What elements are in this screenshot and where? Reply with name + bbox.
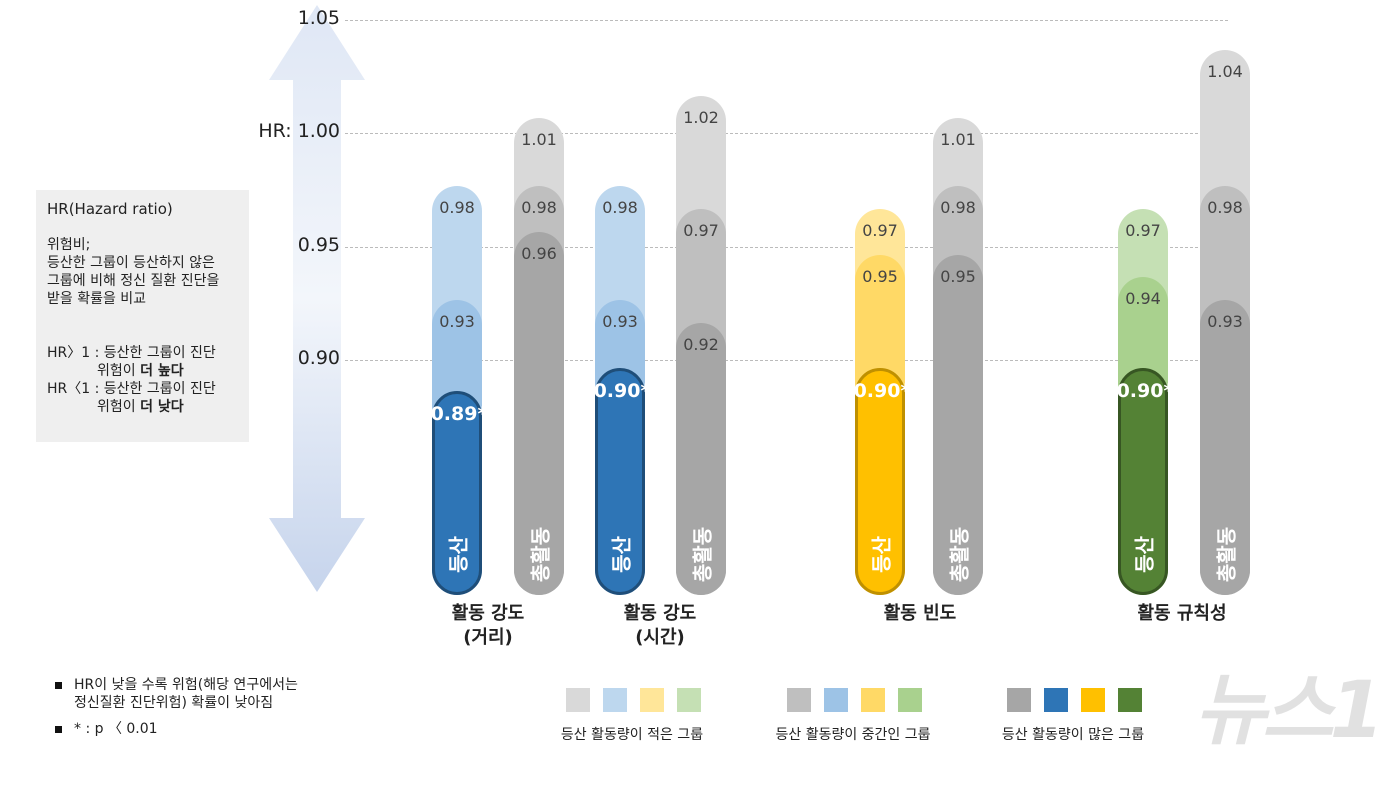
- footnote-hr: HR이 낮을 수록 위험(해당 연구에서는 정신질환 진단위험) 확률이 낮아짐: [55, 676, 298, 712]
- data-label: 0.90*: [853, 380, 911, 402]
- legend-swatch-blue: [824, 688, 848, 712]
- note-text: * : p 〈 0.01: [74, 721, 158, 737]
- data-label: 0.93: [439, 311, 475, 331]
- data-label: 0.92: [683, 334, 719, 354]
- bar-1-hiking-level-2: [595, 368, 645, 595]
- data-label: 0.98: [1207, 198, 1243, 218]
- data-label: 0.90*: [593, 380, 651, 402]
- legend-swatch-yellow: [640, 688, 664, 712]
- hr-info-box: HR(Hazard ratio) 위험비; 등산한 그룹이 등산하지 않은 그룹…: [36, 190, 249, 442]
- legend-swatch-green: [677, 688, 701, 712]
- gridline: [345, 133, 1228, 134]
- news1-watermark-logo: 뉴스1: [1194, 666, 1384, 756]
- legend-swatch-gray: [787, 688, 811, 712]
- group-label: 활동 강도 (거리): [408, 602, 568, 650]
- data-label: 0.97: [1125, 221, 1161, 241]
- legend-swatch-gray: [566, 688, 590, 712]
- info-text-bold: 더 낮다: [140, 399, 184, 415]
- group-label: 활동 빈도: [840, 602, 1000, 626]
- footnote-significance: * : p 〈 0.01: [55, 720, 158, 738]
- data-label: 0.98: [439, 198, 475, 218]
- group-label: 활동 강도 (시간): [580, 602, 740, 650]
- data-label: 0.98: [940, 198, 976, 218]
- hr-direction-arrow: [269, 5, 365, 592]
- info-def: 등산한 그룹이 등산하지 않은: [47, 255, 215, 271]
- legend-swatch-blue: [1044, 688, 1068, 712]
- info-title: HR(Hazard ratio): [47, 200, 173, 218]
- data-label: 0.90*: [1116, 380, 1174, 402]
- group-label: 활동 규칙성: [1102, 602, 1262, 626]
- data-label: 1.01: [940, 130, 976, 150]
- data-label: 0.97: [862, 221, 898, 241]
- bar-category-label: 총활동: [947, 526, 972, 583]
- gridline: [345, 360, 1228, 361]
- bar-0-hiking-level-2: [432, 390, 482, 595]
- group-label-line1: 활동 강도: [451, 603, 525, 624]
- y-tick-label: HR: 1.00: [258, 120, 340, 142]
- legend-swatch-yellow: [1081, 688, 1105, 712]
- legend-swatch-gray: [1007, 688, 1031, 712]
- info-def: 받을 확률을 비교: [47, 291, 147, 307]
- bar-3-hiking-level-2: [1118, 368, 1168, 595]
- legend-label: 등산 활동량이 적은 그룹: [560, 727, 704, 743]
- group-label-line1: 활동 빈도: [883, 603, 957, 624]
- info-hr-gt: HR〉1 : 등산한 그룹이 진단: [47, 345, 216, 361]
- gridline: [345, 246, 1228, 248]
- bar-category-label: 총활동: [690, 526, 715, 583]
- legend-swatch-blue: [603, 688, 627, 712]
- bar-0-total-level-2: [514, 231, 564, 595]
- bar-2-hiking-level-2: [855, 368, 905, 595]
- data-label: 0.95: [940, 266, 976, 286]
- bar-3-total-level-2: [1200, 299, 1250, 595]
- data-label: 1.02: [683, 107, 719, 127]
- bar-1-total-level-2: [676, 322, 726, 595]
- data-label: 1.01: [521, 130, 557, 150]
- bar-2-total-level-2: [933, 254, 983, 595]
- bar-category-label: 등산: [1132, 536, 1157, 573]
- group-label-line2: (시간): [635, 627, 685, 648]
- y-tick-label: 0.90: [297, 347, 340, 369]
- bar-category-label: 등산: [609, 536, 634, 573]
- data-label: 0.98: [602, 198, 638, 218]
- data-label: 0.96: [521, 243, 557, 263]
- bar-category-label: 총활동: [528, 526, 553, 583]
- data-label: 0.93: [602, 311, 638, 331]
- legend-swatch-green: [898, 688, 922, 712]
- group-label-line1: 활동 강도: [623, 603, 697, 624]
- data-label: 0.89*: [430, 402, 488, 425]
- legend-swatch-yellow: [861, 688, 885, 712]
- info-def: 위험비;: [47, 237, 91, 253]
- data-label: 0.94: [1125, 289, 1161, 309]
- gridline: [345, 19, 1228, 21]
- bar-category-label: 등산: [446, 536, 471, 573]
- data-label: 0.98: [521, 198, 557, 218]
- legend-swatch-green: [1118, 688, 1142, 712]
- info-text: 위험이: [97, 399, 141, 415]
- data-label: 1.04: [1207, 62, 1243, 82]
- note-text: 정신질환 진단위험) 확률이 낮아짐: [74, 695, 274, 711]
- data-label: 0.93: [1207, 311, 1243, 331]
- info-def: 그룹에 비해 정신 질환 진단을: [47, 273, 220, 289]
- info-hr-lt: HR〈1 : 등산한 그룹이 진단: [47, 381, 216, 397]
- info-text: 위험이: [97, 363, 141, 379]
- data-label: 0.95: [862, 266, 898, 286]
- info-text-bold: 더 높다: [140, 363, 184, 379]
- group-label-line1: 활동 규칙성: [1137, 603, 1227, 624]
- bar-category-label: 등산: [869, 536, 894, 573]
- bar-category-label: 총활동: [1214, 526, 1239, 583]
- y-tick-label: 1.05: [297, 6, 340, 29]
- note-text: HR이 낮을 수록 위험(해당 연구에서는: [74, 677, 298, 693]
- legend-label: 등산 활동량이 많은 그룹: [1001, 727, 1145, 743]
- y-tick-label: 0.95: [297, 233, 340, 256]
- data-label: 0.97: [683, 221, 719, 241]
- legend-label: 등산 활동량이 중간인 그룹: [775, 727, 931, 743]
- group-label-line2: (거리): [463, 627, 513, 648]
